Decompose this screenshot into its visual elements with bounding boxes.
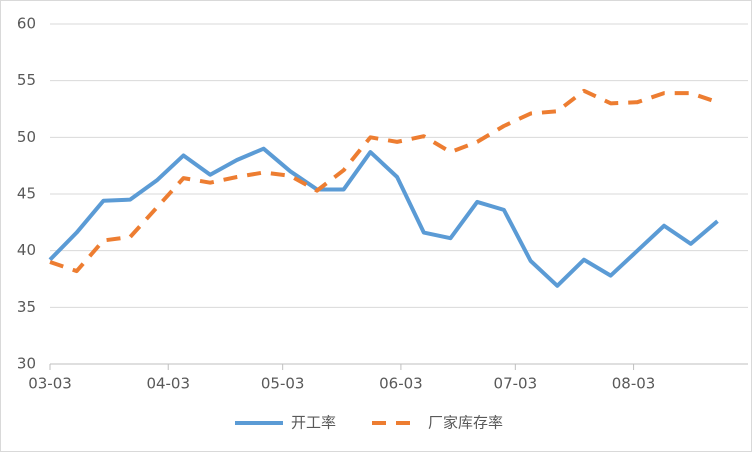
x-tick-label: 04-03 bbox=[146, 375, 190, 393]
y-tick-label: 55 bbox=[17, 71, 36, 89]
x-tick-label: 06-03 bbox=[379, 375, 423, 393]
series-line bbox=[49, 88, 719, 274]
y-tick-label: 50 bbox=[17, 128, 36, 146]
legend-label: 开工率 bbox=[291, 414, 336, 432]
y-tick-label: 40 bbox=[17, 241, 36, 259]
x-tick-label: 05-03 bbox=[261, 375, 305, 393]
y-tick-label: 30 bbox=[17, 355, 36, 373]
y-tick-label: 35 bbox=[17, 298, 36, 316]
legend-label: 厂家库存率 bbox=[428, 414, 503, 432]
series-line bbox=[48, 146, 719, 288]
y-tick-label: 60 bbox=[17, 15, 36, 33]
x-tick-label: 03-03 bbox=[28, 375, 72, 393]
x-tick-label: 08-03 bbox=[612, 375, 656, 393]
x-tick-label: 07-03 bbox=[494, 375, 538, 393]
y-tick-label: 45 bbox=[17, 185, 36, 203]
